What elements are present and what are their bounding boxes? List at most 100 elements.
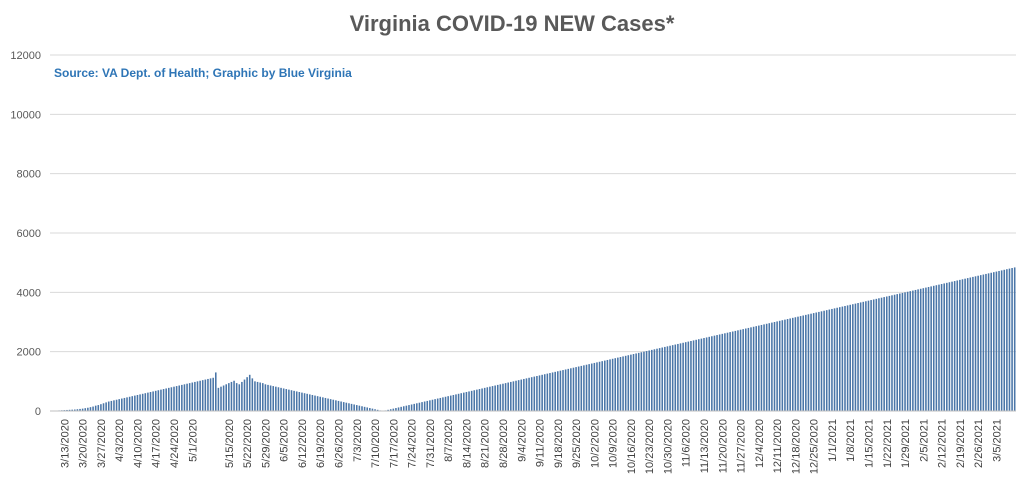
bar: [904, 292, 906, 411]
bar: [536, 375, 538, 411]
bar: [84, 408, 87, 411]
bar: [601, 361, 603, 411]
bar: [515, 380, 517, 411]
bar: [664, 346, 666, 411]
bar: [308, 394, 311, 411]
bar: [1013, 267, 1016, 411]
bar: [418, 402, 421, 411]
bar: [797, 316, 799, 411]
x-tick-label: 5/15/2020: [224, 419, 236, 468]
bar: [288, 389, 290, 411]
bar: [194, 381, 196, 411]
bar: [452, 394, 455, 411]
x-tick-label: 10/30/2020: [662, 419, 674, 474]
bar: [165, 388, 167, 411]
bar: [81, 408, 84, 411]
bar: [825, 310, 828, 411]
bar: [483, 387, 486, 411]
bar: [909, 291, 912, 411]
bar: [899, 293, 901, 411]
bar-series: [50, 267, 1016, 411]
bar: [436, 398, 439, 411]
bar: [836, 307, 838, 411]
bar: [609, 359, 611, 411]
bar: [1003, 269, 1006, 411]
bar: [329, 399, 332, 411]
bar: [993, 272, 995, 411]
bar: [141, 393, 144, 411]
bar: [823, 310, 825, 411]
x-tick-label: 11/20/2020: [717, 419, 729, 473]
bar: [614, 358, 617, 411]
bar: [102, 403, 105, 411]
bar: [405, 405, 408, 411]
bar: [319, 396, 322, 411]
bar: [113, 400, 115, 411]
bar: [820, 311, 823, 411]
bar: [878, 298, 880, 411]
bar: [128, 396, 131, 411]
x-tick-label: 2/26/2021: [973, 419, 985, 468]
bar: [144, 393, 147, 411]
bar: [139, 394, 141, 411]
x-tick-label: 3/20/2020: [78, 419, 90, 468]
bar: [959, 279, 961, 411]
bar: [1006, 269, 1008, 411]
x-tick-label: 1/22/2021: [882, 419, 894, 468]
bar: [115, 399, 118, 411]
bar: [789, 318, 791, 411]
bar: [585, 364, 588, 411]
bar: [635, 353, 637, 411]
bar: [985, 273, 987, 411]
bar: [71, 409, 73, 411]
bar: [131, 396, 134, 411]
bar: [671, 345, 674, 411]
bar: [426, 400, 429, 411]
bar: [885, 296, 888, 411]
bar: [272, 386, 275, 411]
bar: [199, 380, 201, 411]
bar: [776, 321, 778, 411]
bar: [1000, 270, 1003, 411]
bar: [220, 386, 222, 411]
bar: [209, 378, 212, 411]
bar: [831, 308, 833, 411]
bar: [389, 409, 392, 411]
x-tick-label: 7/17/2020: [388, 419, 400, 468]
bar: [295, 391, 298, 411]
bar: [705, 337, 708, 411]
x-tick-label: 1/8/2021: [845, 419, 857, 462]
x-tick-label: 3/27/2020: [96, 419, 108, 468]
x-tick-label: 2/19/2021: [955, 419, 967, 468]
bar: [162, 389, 165, 411]
bar: [147, 392, 149, 411]
bar: [157, 390, 160, 411]
bar: [68, 409, 71, 411]
bar: [136, 394, 139, 411]
x-tick-label: 11/6/2020: [681, 419, 693, 467]
bar: [630, 354, 632, 411]
bar: [123, 397, 126, 411]
bar: [246, 377, 248, 411]
x-tick-label: 7/3/2020: [352, 419, 364, 462]
bar: [744, 328, 747, 411]
bar: [799, 316, 802, 411]
bar: [444, 396, 447, 411]
bar: [228, 383, 230, 411]
bar: [651, 349, 653, 411]
bar: [243, 379, 246, 411]
bar: [353, 404, 355, 411]
x-tick-label: 1/1/2021: [827, 419, 839, 462]
bar: [311, 394, 314, 411]
bar: [269, 385, 272, 411]
bar: [857, 303, 859, 411]
bar: [588, 364, 590, 411]
bar: [611, 358, 614, 411]
bar: [570, 368, 572, 411]
bar: [238, 384, 241, 411]
bar: [217, 387, 220, 411]
x-tick-label: 2/12/2021: [937, 419, 949, 468]
bar: [606, 359, 609, 411]
bar: [280, 387, 282, 411]
bar: [669, 345, 671, 411]
